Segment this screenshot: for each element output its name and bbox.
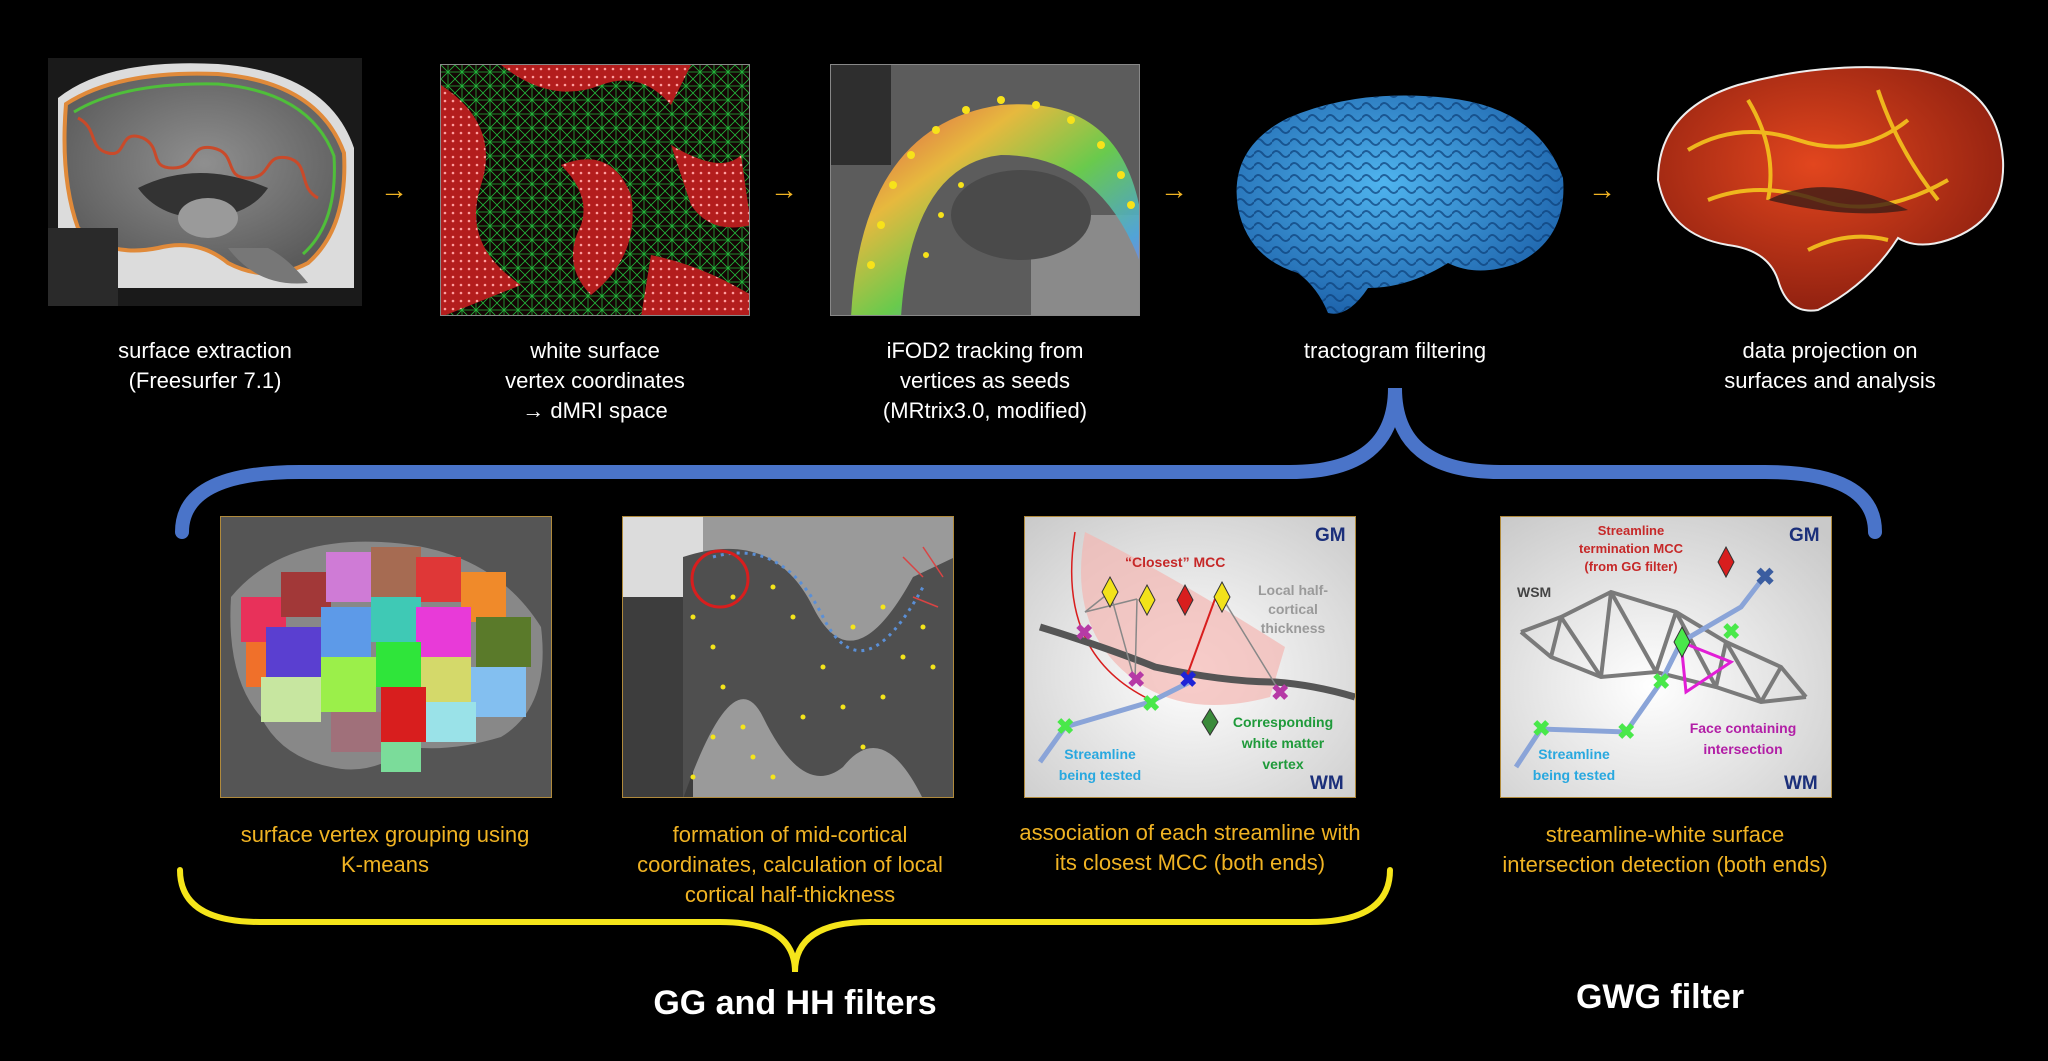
svg-text:✖: ✖ bbox=[1271, 680, 1289, 705]
svg-text:✖: ✖ bbox=[1075, 620, 1093, 645]
data-projection-brain-image bbox=[1648, 60, 2010, 320]
svg-text:✖: ✖ bbox=[1532, 716, 1550, 741]
caption-surface-extraction: surface extraction (Freesurfer 7.1) bbox=[118, 338, 292, 393]
closest-mcc-diagram: ✖ ✖ ✖ ✖ ✖ ✖ “Closest” MCC Local half- corti… bbox=[1024, 516, 1356, 798]
termination-mcc-label-1: Streamline bbox=[1598, 523, 1664, 538]
face-intersection-label-2: intersection bbox=[1703, 741, 1782, 757]
tractogram-brain-image bbox=[1218, 88, 1568, 320]
wm-label: WM bbox=[1310, 773, 1344, 794]
streamline-tested-label-2: being tested bbox=[1533, 767, 1615, 783]
svg-text:✖: ✖ bbox=[1617, 719, 1635, 744]
svg-text:✖: ✖ bbox=[1142, 691, 1160, 716]
arrow-1: → bbox=[380, 174, 408, 205]
svg-text:✖: ✖ bbox=[1652, 669, 1670, 694]
corresponding-vertex-label-2: white matter bbox=[1241, 735, 1325, 751]
caption-mid-cortical: formation of mid-cortical coordinates, c… bbox=[637, 822, 943, 907]
gwg-intersection-diagram: ✖ ✖ ✖ ✖ ✖ Streamline termination MCC (from … bbox=[1500, 516, 1832, 798]
kmeans-grouping-image bbox=[220, 516, 552, 798]
corresponding-vertex-label-1: Corresponding bbox=[1233, 714, 1333, 730]
arrow-2: → bbox=[770, 174, 798, 205]
streamline-tested-label-2: being tested bbox=[1059, 767, 1141, 783]
gm-label: GM bbox=[1789, 525, 1820, 546]
termination-mcc-label-2: termination MCC bbox=[1579, 541, 1684, 556]
gm-label: GM bbox=[1315, 525, 1346, 546]
local-half-label-1: Local half- bbox=[1258, 582, 1328, 598]
wm-label: WM bbox=[1784, 773, 1818, 794]
streamline-tested-label-1: Streamline bbox=[1538, 746, 1610, 762]
caption-white-surface: white surface vertex coordinates → dMRI … bbox=[505, 338, 685, 423]
arrow-4: → bbox=[1588, 174, 1616, 205]
caption-data-projection: data projection on surfaces and analysis bbox=[1724, 338, 1936, 393]
face-intersection-label-1: Face containing bbox=[1690, 720, 1797, 736]
white-surface-mesh-image bbox=[440, 64, 750, 316]
yellow-brace bbox=[177, 867, 1393, 973]
local-half-label-3: thickness bbox=[1261, 620, 1326, 636]
svg-text:✖: ✖ bbox=[1179, 667, 1197, 692]
blue-brace bbox=[175, 387, 1882, 539]
svg-text:✖: ✖ bbox=[1056, 714, 1074, 739]
corresponding-vertex-label-3: vertex bbox=[1262, 756, 1303, 772]
wsm-label: WSM bbox=[1517, 584, 1551, 600]
gg-hh-filters-label: GG and HH filters bbox=[653, 984, 937, 1022]
caption-kmeans: surface vertex grouping using K-means bbox=[240, 822, 530, 877]
mid-cortical-coordinates-image bbox=[622, 516, 954, 798]
svg-text:✖: ✖ bbox=[1127, 667, 1145, 692]
svg-text:✖: ✖ bbox=[1722, 619, 1740, 644]
termination-mcc-label-3: (from GG filter) bbox=[1584, 559, 1677, 574]
caption-tractogram-filtering: tractogram filtering bbox=[1303, 338, 1487, 363]
caption-closest-mcc: association of each streamline with its … bbox=[1019, 820, 1361, 875]
streamline-tested-label-1: Streamline bbox=[1064, 746, 1136, 762]
caption-ifod2-tracking: iFOD2 tracking from vertices as seeds (M… bbox=[882, 338, 1088, 423]
ifod2-tracking-image bbox=[830, 64, 1140, 316]
closest-mcc-label: “Closest” MCC bbox=[1125, 554, 1225, 570]
gwg-filter-label: GWG filter bbox=[1575, 978, 1745, 1016]
arrow-3: → bbox=[1160, 174, 1188, 205]
local-half-label-2: cortical bbox=[1268, 601, 1318, 617]
caption-intersection: streamline-white surface intersection de… bbox=[1502, 822, 1828, 877]
mri-sagittal-image bbox=[48, 58, 362, 306]
svg-text:✖: ✖ bbox=[1755, 564, 1775, 591]
